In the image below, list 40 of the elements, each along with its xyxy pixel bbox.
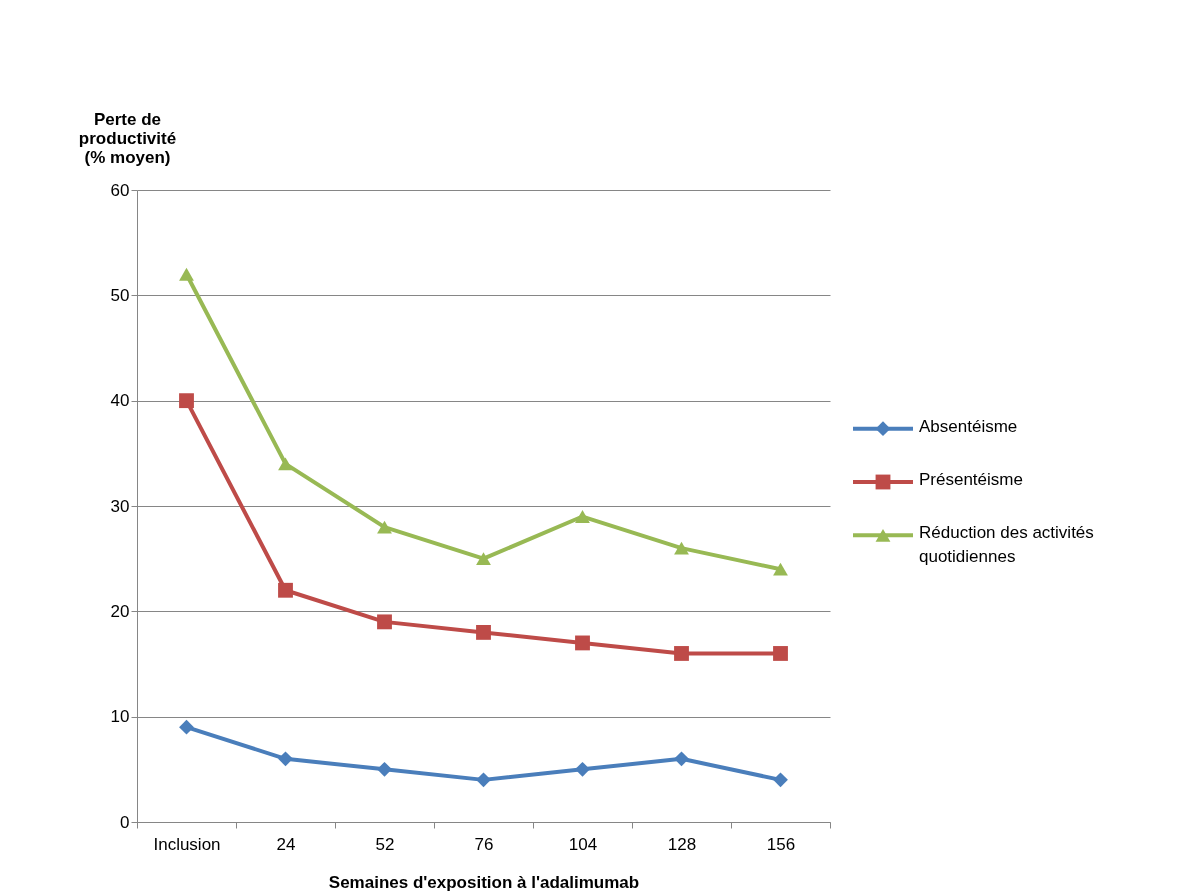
point <box>377 520 392 534</box>
point <box>575 510 590 523</box>
y-tick-label: 10 <box>110 707 130 727</box>
point <box>575 761 590 777</box>
x-tick-label: 24 <box>276 834 296 854</box>
y-tick-label: 50 <box>110 285 130 305</box>
y-tick-label: 60 <box>110 180 130 200</box>
x-tick-label: 156 <box>766 834 796 854</box>
point <box>674 646 689 661</box>
y-tick-label: 40 <box>110 391 130 411</box>
point <box>476 552 491 566</box>
x-tick-label: Inclusion <box>153 834 221 854</box>
x-tick-label: 76 <box>474 834 494 854</box>
point <box>278 751 293 767</box>
y-axis-title: Perte de productivité (% moyen) <box>78 109 177 167</box>
y-tick-label: 0 <box>120 812 130 832</box>
point <box>773 646 788 661</box>
x-tick-label: 104 <box>568 834 598 854</box>
point <box>674 541 689 555</box>
x-axis-title: Semaines d'exposition à l'adalimumab <box>328 872 640 892</box>
legend-label: Absentéisme <box>919 416 1018 436</box>
point <box>674 751 689 767</box>
legend-label: Réduction des activités quotidiennes <box>919 523 1094 567</box>
y-tick-label: 30 <box>110 496 130 516</box>
point <box>476 624 491 640</box>
point <box>179 719 194 735</box>
point <box>377 761 392 777</box>
point <box>278 457 293 471</box>
point <box>773 772 788 788</box>
x-tick-label: 52 <box>375 834 395 854</box>
point <box>773 562 788 576</box>
point <box>179 393 194 409</box>
point <box>278 582 293 598</box>
legend-label: Présentéisme <box>919 470 1023 489</box>
point <box>575 635 590 651</box>
point <box>476 772 491 788</box>
point <box>377 614 392 630</box>
y-tick-label: 20 <box>110 601 130 621</box>
x-tick-label: 128 <box>667 834 697 854</box>
point <box>179 267 194 281</box>
